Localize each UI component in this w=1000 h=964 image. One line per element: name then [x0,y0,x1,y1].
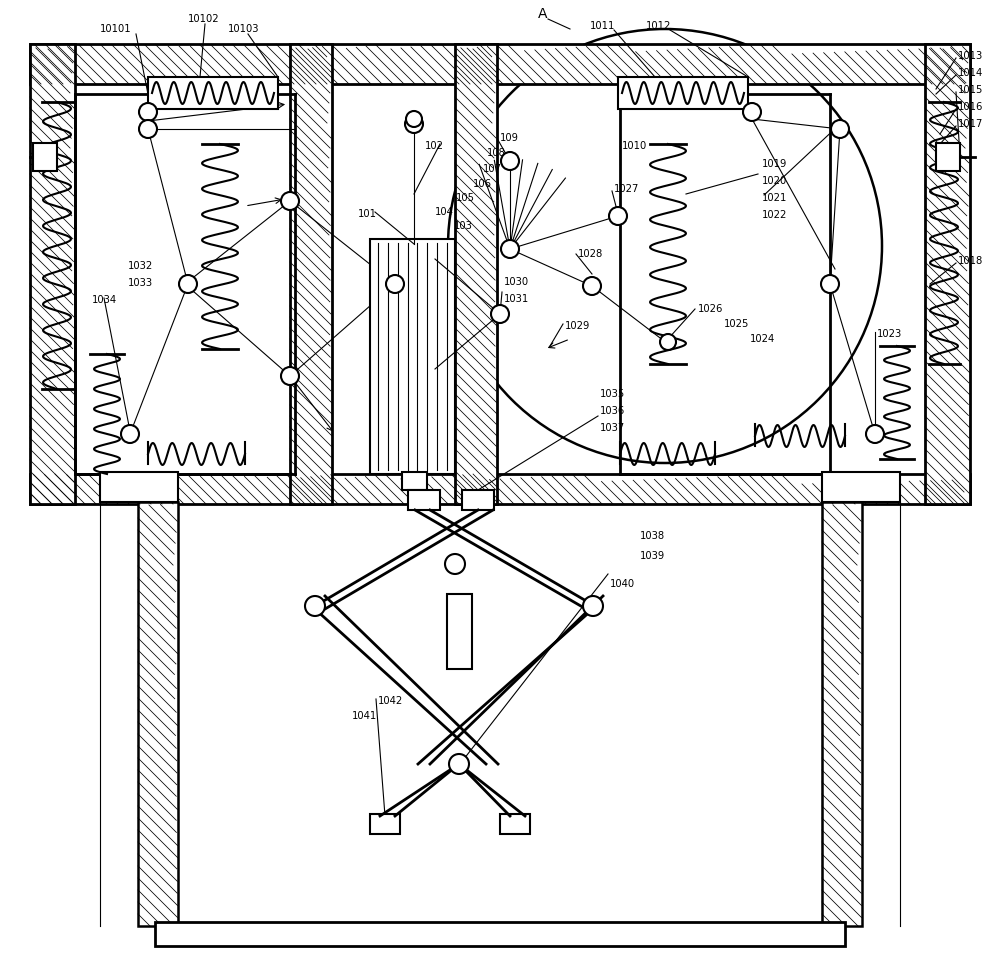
Bar [138,502,178,926]
Text: 1041: 1041 [352,711,377,721]
Bar [33,143,57,171]
Bar [30,44,75,504]
Bar [455,44,497,504]
Text: 109: 109 [500,133,519,143]
Circle shape [501,152,519,170]
Text: 1021: 1021 [762,193,787,203]
Text: 1018: 1018 [958,256,983,266]
Bar [30,474,970,504]
Bar [500,814,530,834]
Circle shape [449,754,469,774]
Text: 1039: 1039 [640,551,665,561]
Text: 1010: 1010 [622,141,647,151]
Text: 1019: 1019 [762,159,787,169]
Text: 1014: 1014 [958,68,983,78]
Circle shape [386,275,404,293]
Text: 1011: 1011 [590,21,615,31]
Circle shape [821,275,839,293]
Bar [462,490,494,510]
Text: 1020: 1020 [762,176,787,186]
Circle shape [139,120,157,138]
Bar [822,502,862,926]
Text: 1029: 1029 [565,321,590,331]
Text: 1032: 1032 [128,261,153,271]
Text: 107: 107 [483,164,502,174]
Circle shape [139,103,157,121]
Text: 1022: 1022 [762,210,787,220]
Circle shape [501,240,519,258]
Text: 1033: 1033 [128,278,153,288]
Text: 1024: 1024 [750,334,775,344]
Bar [100,472,178,502]
Bar [155,922,845,946]
Text: 1031: 1031 [504,294,529,304]
Text: 10102: 10102 [188,14,220,24]
Text: 1026: 1026 [698,304,723,314]
Text: 1016: 1016 [958,102,983,112]
Text: 1023: 1023 [877,329,902,339]
Circle shape [445,554,465,574]
Text: 1015: 1015 [958,85,983,95]
Circle shape [866,425,884,443]
Text: 1035: 1035 [600,389,625,399]
Bar [30,44,970,84]
Text: 1025: 1025 [724,319,749,329]
Text: 102: 102 [425,141,444,151]
Bar [290,44,332,504]
Circle shape [491,305,509,323]
Bar [925,44,970,504]
Text: 101: 101 [358,209,377,219]
Text: 1030: 1030 [504,277,529,287]
Circle shape [660,334,676,350]
Text: 1028: 1028 [578,249,603,259]
Bar [370,239,455,474]
Circle shape [583,277,601,295]
Text: 105: 105 [456,193,475,203]
Text: 1040: 1040 [610,579,635,589]
Text: 103: 103 [454,221,473,231]
Circle shape [305,596,325,616]
Text: 1042: 1042 [378,696,403,706]
Bar [408,490,440,510]
Text: 10103: 10103 [228,24,260,34]
Bar [936,143,960,171]
Circle shape [583,596,603,616]
Bar [148,77,278,109]
Bar [370,814,400,834]
Text: 106: 106 [473,179,492,189]
Circle shape [405,115,423,133]
Bar [822,472,900,502]
Bar [447,594,472,669]
Text: 1034: 1034 [92,295,117,305]
Circle shape [281,367,299,385]
Circle shape [179,275,197,293]
Text: 10101: 10101 [100,24,132,34]
Text: 1013: 1013 [958,51,983,61]
Text: 1012: 1012 [646,21,671,31]
Text: 1027: 1027 [614,184,639,194]
Text: A: A [538,7,548,21]
Text: 1037: 1037 [600,423,625,433]
Text: 104: 104 [435,207,454,217]
Text: 108: 108 [487,148,506,158]
Bar [618,77,748,109]
Text: 1038: 1038 [640,531,665,541]
Circle shape [406,111,422,127]
Text: 1017: 1017 [958,119,983,129]
Circle shape [281,192,299,210]
Circle shape [121,425,139,443]
Bar [402,472,427,490]
Circle shape [743,103,761,121]
Circle shape [609,207,627,225]
Text: 1036: 1036 [600,406,625,416]
Circle shape [831,120,849,138]
